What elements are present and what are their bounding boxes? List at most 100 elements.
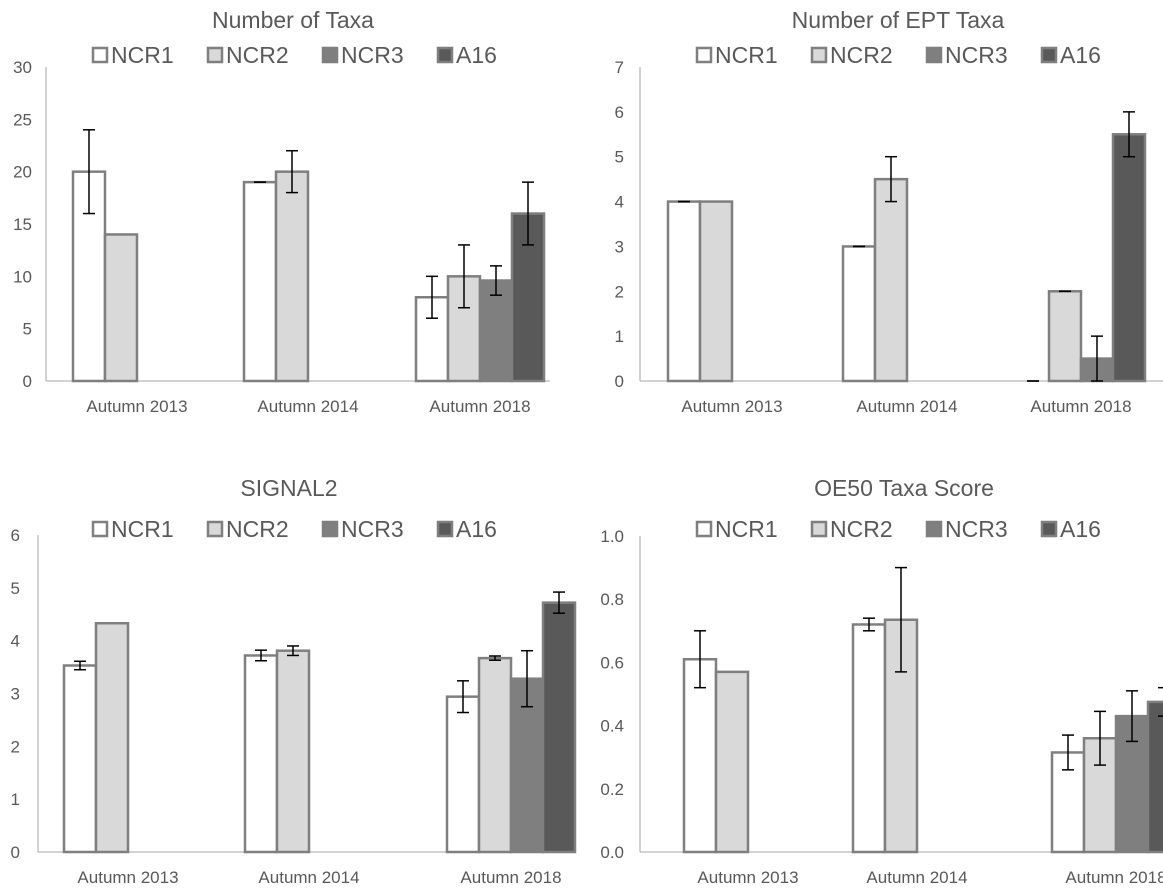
error-bar-ncr2-2 (1094, 710, 1106, 766)
x-category-label: Autumn 2013 (86, 397, 187, 416)
error-bar-ncr3-2 (490, 265, 502, 296)
legend-swatch-a16 (1040, 46, 1058, 64)
error-bar-ncr1-0 (83, 129, 95, 215)
legend-label-a16: A16 (1060, 516, 1101, 542)
legend-label-a16: A16 (456, 42, 497, 68)
x-category-label: Autumn 2013 (697, 868, 798, 887)
bar-ncr1-1 (242, 180, 278, 383)
legend-swatch-ncr2 (206, 46, 224, 64)
error-bar-a16-2 (1158, 686, 1163, 717)
error-bar-ncr1-0 (694, 630, 706, 689)
legend-swatch-ncr3 (321, 520, 339, 538)
y-tick-label: 15 (13, 215, 32, 234)
bar-ncr2-0 (714, 670, 750, 854)
chart-panel-4: OE50 Taxa Score NCR1 NCR2 NCR3 A16 0.0 0.2 0.4 0… (600, 475, 1163, 887)
error-bar-ncr2-2 (489, 655, 501, 661)
legend: NCR1 NCR2 NCR3 A16 (91, 516, 497, 542)
bar-ncr2-0 (698, 200, 734, 383)
bar-a16-2 (1146, 700, 1163, 854)
x-category-label: Autumn 2018 (460, 868, 561, 887)
error-bar-ncr3-2 (521, 649, 533, 708)
bar-ncr3-2 (509, 677, 545, 854)
y-tick-label: 6 (11, 526, 20, 545)
y-tick-label: 7 (615, 58, 624, 77)
x-category-label: Autumn 2014 (257, 397, 358, 416)
error-bar-ncr1-0 (74, 660, 86, 671)
error-bar-ncr3-2 (1091, 335, 1103, 382)
legend: NCR1 NCR2 NCR3 A16 (91, 42, 497, 68)
legend-label-ncr1: NCR1 (715, 516, 778, 542)
y-tick-label: 25 (13, 110, 32, 129)
bar-ncr1-1 (851, 623, 887, 854)
chart-title: Number of EPT Taxa (792, 7, 1005, 33)
error-bar-ncr2-2 (458, 244, 470, 309)
y-tick-label: 10 (13, 267, 32, 286)
legend-label-ncr1: NCR1 (111, 42, 174, 68)
y-tick-label: 20 (13, 163, 32, 182)
bar-a16-2 (1111, 133, 1147, 383)
legend-swatch-ncr3 (925, 520, 943, 538)
legend-swatch-ncr2 (810, 46, 828, 64)
error-bar-ncr2-1 (287, 645, 299, 657)
error-bar-a16-2 (522, 181, 534, 246)
legend-label-ncr3: NCR3 (341, 42, 404, 68)
y-tick-label: 0.2 (600, 780, 624, 799)
y-tick-label: 1 (615, 327, 624, 346)
error-bar-ncr1-2 (426, 275, 438, 319)
legend-swatch-ncr3 (925, 46, 943, 64)
y-tick-label: 0.4 (600, 717, 624, 736)
error-bar-ncr3-2 (1126, 690, 1138, 743)
legend-swatch-ncr3 (321, 46, 339, 64)
legend-swatch-ncr2 (206, 520, 224, 538)
legend-swatch-ncr2 (810, 520, 828, 538)
y-tick-label: 0.8 (600, 590, 624, 609)
legend-label-ncr2: NCR2 (830, 42, 893, 68)
error-bar-ncr1-2 (1062, 734, 1074, 771)
y-tick-label: 2 (11, 737, 20, 756)
legend-label-ncr3: NCR3 (341, 516, 404, 542)
legend: NCR1 NCR2 NCR3 A16 (695, 42, 1101, 68)
bar-ncr2-2 (1047, 290, 1083, 383)
chart-panel-1: Number of Taxa NCR1 NCR2 NCR3 A16 0 5 10 15 20 25 3… (13, 7, 550, 416)
error-bar-ncr2-1 (895, 566, 907, 673)
bar-ncr1-2 (445, 695, 481, 854)
bar-ncr2-2 (477, 656, 513, 854)
y-tick-label: 5 (615, 148, 624, 167)
y-tick-label: 0 (615, 372, 624, 391)
error-bar-ncr1-1 (255, 649, 267, 662)
y-tick-label: 5 (11, 579, 20, 598)
y-tick-label: 1 (11, 790, 20, 809)
bar-ncr1-0 (666, 200, 702, 383)
legend-swatch-ncr1 (91, 46, 109, 64)
chart-title: SIGNAL2 (240, 475, 337, 501)
error-bar-a16-2 (1123, 111, 1135, 158)
y-tick-label: 4 (11, 632, 20, 651)
legend-label-a16: A16 (456, 516, 497, 542)
chart-panel-3: SIGNAL2 NCR1 NCR2 NCR3 A16 0 1 2 3 4 5 6 Autumn 2013… (11, 475, 577, 887)
legend-swatch-a16 (436, 46, 454, 64)
error-bar-ncr1-2 (457, 680, 469, 714)
legend-label-ncr1: NCR1 (715, 42, 778, 68)
bar-ncr2-0 (103, 233, 139, 383)
legend-swatch-a16 (436, 520, 454, 538)
legend-swatch-ncr1 (695, 46, 713, 64)
legend: NCR1 NCR2 NCR3 A16 (695, 516, 1101, 542)
y-tick-label: 0.0 (600, 843, 624, 862)
y-tick-label: 1.0 (600, 527, 624, 546)
legend-label-a16: A16 (1060, 42, 1101, 68)
error-bar-ncr2-1 (286, 149, 298, 194)
legend-label-ncr3: NCR3 (945, 42, 1008, 68)
y-tick-label: 0 (23, 372, 32, 391)
y-tick-label: 0 (11, 843, 20, 862)
legend-label-ncr2: NCR2 (830, 516, 893, 542)
bar-ncr2-0 (94, 621, 130, 854)
legend-swatch-ncr1 (91, 520, 109, 538)
x-category-label: Autumn 2014 (258, 868, 359, 887)
legend-swatch-a16 (1040, 520, 1058, 538)
y-tick-label: 4 (615, 193, 624, 212)
legend-label-ncr3: NCR3 (945, 516, 1008, 542)
x-category-label: Autumn 2014 (866, 868, 967, 887)
y-tick-label: 30 (13, 58, 32, 77)
error-bar-ncr1-1 (863, 617, 875, 632)
